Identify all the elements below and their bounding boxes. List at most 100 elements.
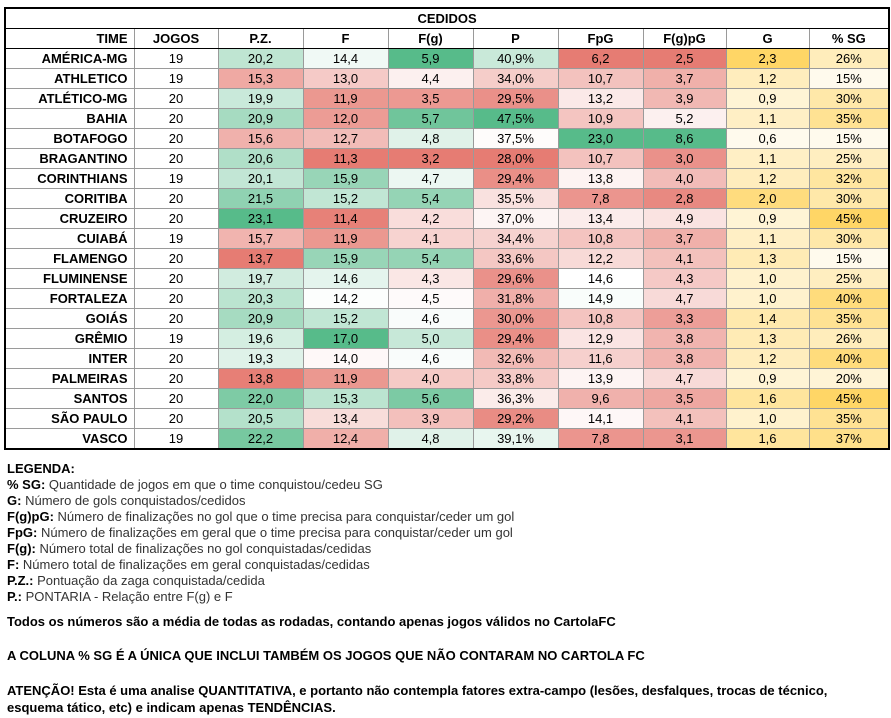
g-cell[interactable]: 1,2 — [725, 68, 810, 89]
f-cell[interactable]: 17,0 — [302, 328, 389, 349]
jogos-cell[interactable]: 19 — [133, 48, 219, 69]
fpg-cell[interactable]: 10,9 — [557, 108, 644, 129]
fpg-cell[interactable]: 7,8 — [557, 428, 644, 450]
team-name-cell[interactable]: GOIÁS — [4, 308, 135, 329]
jogos-cell[interactable]: 20 — [133, 348, 219, 369]
fgpg-cell[interactable]: 3,1 — [642, 428, 727, 450]
fg-cell[interactable]: 3,9 — [387, 408, 474, 429]
f-cell[interactable]: 12,0 — [302, 108, 389, 129]
f-cell[interactable]: 11,9 — [302, 88, 389, 109]
fg-cell[interactable]: 4,7 — [387, 168, 474, 189]
pz-cell[interactable]: 19,3 — [217, 348, 304, 369]
team-name-cell[interactable]: FLAMENGO — [4, 248, 135, 269]
g-cell[interactable]: 1,0 — [725, 288, 810, 309]
fgpg-cell[interactable]: 4,0 — [642, 168, 727, 189]
pz-cell[interactable]: 23,1 — [217, 208, 304, 229]
fg-cell[interactable]: 5,0 — [387, 328, 474, 349]
g-cell[interactable]: 1,2 — [725, 348, 810, 369]
sg-cell[interactable]: 15% — [808, 128, 890, 149]
pz-cell[interactable]: 15,3 — [217, 68, 304, 89]
f-cell[interactable]: 15,2 — [302, 308, 389, 329]
g-cell[interactable]: 1,3 — [725, 248, 810, 269]
p-cell[interactable]: 29,2% — [472, 408, 559, 429]
p-cell[interactable]: 29,4% — [472, 328, 559, 349]
p-cell[interactable]: 33,8% — [472, 368, 559, 389]
fg-cell[interactable]: 4,6 — [387, 308, 474, 329]
fpg-cell[interactable]: 10,7 — [557, 68, 644, 89]
sg-cell[interactable]: 40% — [808, 348, 890, 369]
jogos-cell[interactable]: 20 — [133, 248, 219, 269]
sg-cell[interactable]: 35% — [808, 408, 890, 429]
sg-cell[interactable]: 26% — [808, 48, 890, 69]
fpg-cell[interactable]: 13,8 — [557, 168, 644, 189]
pz-cell[interactable]: 20,6 — [217, 148, 304, 169]
fgpg-cell[interactable]: 3,5 — [642, 388, 727, 409]
fpg-cell[interactable]: 7,8 — [557, 188, 644, 209]
fpg-cell[interactable]: 13,2 — [557, 88, 644, 109]
fg-cell[interactable]: 4,3 — [387, 268, 474, 289]
f-cell[interactable]: 14,0 — [302, 348, 389, 369]
fgpg-cell[interactable]: 8,6 — [642, 128, 727, 149]
jogos-cell[interactable]: 20 — [133, 388, 219, 409]
sg-cell[interactable]: 20% — [808, 368, 890, 389]
team-name-cell[interactable]: FORTALEZA — [4, 288, 135, 309]
p-cell[interactable]: 37,5% — [472, 128, 559, 149]
fgpg-cell[interactable]: 2,8 — [642, 188, 727, 209]
p-cell[interactable]: 30,0% — [472, 308, 559, 329]
f-cell[interactable]: 14,6 — [302, 268, 389, 289]
pz-cell[interactable]: 20,9 — [217, 308, 304, 329]
fg-cell[interactable]: 5,4 — [387, 248, 474, 269]
fg-cell[interactable]: 3,2 — [387, 148, 474, 169]
f-cell[interactable]: 15,9 — [302, 248, 389, 269]
g-cell[interactable]: 1,4 — [725, 308, 810, 329]
fgpg-cell[interactable]: 3,8 — [642, 328, 727, 349]
sg-cell[interactable]: 32% — [808, 168, 890, 189]
f-cell[interactable]: 11,4 — [302, 208, 389, 229]
sg-cell[interactable]: 15% — [808, 68, 890, 89]
jogos-cell[interactable]: 20 — [133, 188, 219, 209]
fpg-cell[interactable]: 10,8 — [557, 308, 644, 329]
g-cell[interactable]: 0,6 — [725, 128, 810, 149]
sg-cell[interactable]: 45% — [808, 388, 890, 409]
team-name-cell[interactable]: GRÊMIO — [4, 328, 135, 349]
fgpg-cell[interactable]: 3,7 — [642, 228, 727, 249]
pz-cell[interactable]: 20,5 — [217, 408, 304, 429]
jogos-cell[interactable]: 20 — [133, 88, 219, 109]
team-name-cell[interactable]: PALMEIRAS — [4, 368, 135, 389]
fg-cell[interactable]: 4,0 — [387, 368, 474, 389]
team-name-cell[interactable]: BRAGANTINO — [4, 148, 135, 169]
g-cell[interactable]: 1,6 — [725, 428, 810, 450]
team-name-cell[interactable]: CORINTHIANS — [4, 168, 135, 189]
jogos-cell[interactable]: 20 — [133, 108, 219, 129]
fg-cell[interactable]: 3,5 — [387, 88, 474, 109]
pz-cell[interactable]: 13,7 — [217, 248, 304, 269]
f-cell[interactable]: 11,9 — [302, 368, 389, 389]
g-cell[interactable]: 0,9 — [725, 88, 810, 109]
f-cell[interactable]: 14,2 — [302, 288, 389, 309]
fgpg-cell[interactable]: 4,3 — [642, 268, 727, 289]
pz-cell[interactable]: 19,9 — [217, 88, 304, 109]
sg-cell[interactable]: 25% — [808, 268, 890, 289]
pz-cell[interactable]: 13,8 — [217, 368, 304, 389]
g-cell[interactable]: 2,3 — [725, 48, 810, 69]
g-cell[interactable]: 2,0 — [725, 188, 810, 209]
f-cell[interactable]: 12,7 — [302, 128, 389, 149]
g-cell[interactable]: 0,9 — [725, 368, 810, 389]
sg-cell[interactable]: 26% — [808, 328, 890, 349]
fpg-cell[interactable]: 14,1 — [557, 408, 644, 429]
jogos-cell[interactable]: 19 — [133, 328, 219, 349]
fpg-cell[interactable]: 12,9 — [557, 328, 644, 349]
team-name-cell[interactable]: CRUZEIRO — [4, 208, 135, 229]
team-name-cell[interactable]: ATLÉTICO-MG — [4, 88, 135, 109]
fpg-cell[interactable]: 23,0 — [557, 128, 644, 149]
team-name-cell[interactable]: CUIABÁ — [4, 228, 135, 249]
jogos-cell[interactable]: 20 — [133, 288, 219, 309]
pz-cell[interactable]: 15,7 — [217, 228, 304, 249]
fpg-cell[interactable]: 13,9 — [557, 368, 644, 389]
fgpg-cell[interactable]: 4,7 — [642, 288, 727, 309]
f-cell[interactable]: 11,9 — [302, 228, 389, 249]
p-cell[interactable]: 35,5% — [472, 188, 559, 209]
fpg-cell[interactable]: 6,2 — [557, 48, 644, 69]
fg-cell[interactable]: 5,9 — [387, 48, 474, 69]
p-cell[interactable]: 47,5% — [472, 108, 559, 129]
